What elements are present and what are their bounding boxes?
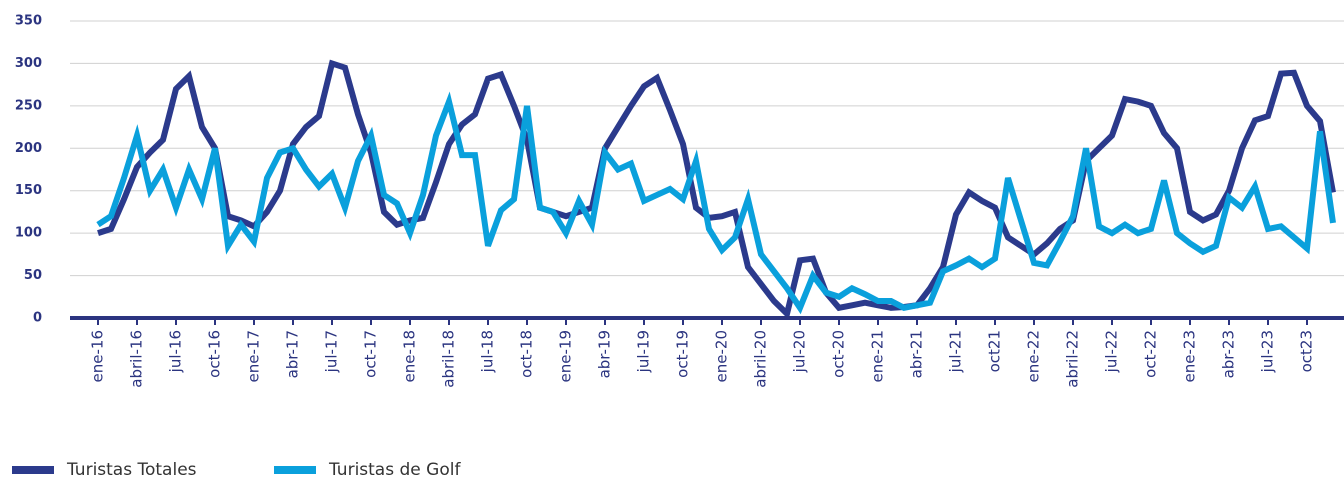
x-tick-label: oct-22 bbox=[1142, 330, 1160, 378]
x-tick-label: jul-19 bbox=[635, 330, 653, 373]
x-tick-label: abr-23 bbox=[1220, 330, 1238, 378]
y-tick-label: 200 bbox=[15, 141, 42, 156]
x-tick-label: ene-19 bbox=[557, 330, 575, 382]
legend-swatch bbox=[12, 466, 54, 474]
x-tick-label: abril-16 bbox=[128, 330, 146, 388]
x-tick-label: abr-17 bbox=[284, 330, 302, 378]
x-tick-label: ene-16 bbox=[89, 330, 107, 382]
x-tick-label: ene-21 bbox=[869, 330, 887, 382]
y-tick-label: 150 bbox=[15, 183, 42, 198]
y-tick-label: 0 bbox=[33, 311, 42, 326]
legend-label: Turistas Totales bbox=[66, 460, 197, 480]
y-tick-label: 350 bbox=[15, 14, 42, 29]
legend-label: Turistas de Golf bbox=[328, 460, 461, 480]
x-tick-label: abril-20 bbox=[752, 330, 770, 388]
x-tick-label: oct-19 bbox=[674, 330, 692, 378]
x-tick-label: oct-17 bbox=[362, 330, 380, 378]
legend-swatch bbox=[274, 466, 316, 474]
x-tick-label: oct21 bbox=[986, 330, 1004, 372]
x-tick-label: jul-17 bbox=[323, 330, 341, 373]
series-line bbox=[96, 91, 1336, 315]
x-tick-label: abril-22 bbox=[1064, 330, 1082, 388]
x-tick-label: ene-23 bbox=[1181, 330, 1199, 382]
x-tick-label: jul-23 bbox=[1259, 330, 1277, 373]
y-tick-label: 50 bbox=[24, 268, 42, 283]
x-tick-label: oct-20 bbox=[830, 330, 848, 378]
x-tick-label: ene-17 bbox=[245, 330, 263, 382]
x-tick-label: jul-21 bbox=[947, 330, 965, 373]
x-tick-label: abril-18 bbox=[440, 330, 458, 388]
y-tick-label: 100 bbox=[15, 226, 42, 241]
series-line bbox=[97, 59, 1336, 320]
x-tick-label: jul-22 bbox=[1103, 330, 1121, 373]
y-tick-label: 300 bbox=[15, 56, 42, 71]
x-tick-label: abr-21 bbox=[908, 330, 926, 378]
x-tick-label: jul-18 bbox=[479, 330, 497, 373]
y-tick-label: 250 bbox=[15, 98, 42, 113]
x-tick-label: oct-18 bbox=[518, 330, 536, 378]
x-tick-label: ene-22 bbox=[1025, 330, 1043, 382]
x-tick-label: jul-16 bbox=[167, 330, 185, 373]
x-tick-label: ene-20 bbox=[713, 330, 731, 382]
x-tick-label: ene-18 bbox=[401, 330, 419, 382]
x-tick-label: abr-19 bbox=[596, 330, 614, 378]
x-tick-label: oct23 bbox=[1298, 330, 1316, 372]
x-tick-label: jul-20 bbox=[791, 330, 809, 373]
x-tick-label: oct-16 bbox=[206, 330, 224, 378]
